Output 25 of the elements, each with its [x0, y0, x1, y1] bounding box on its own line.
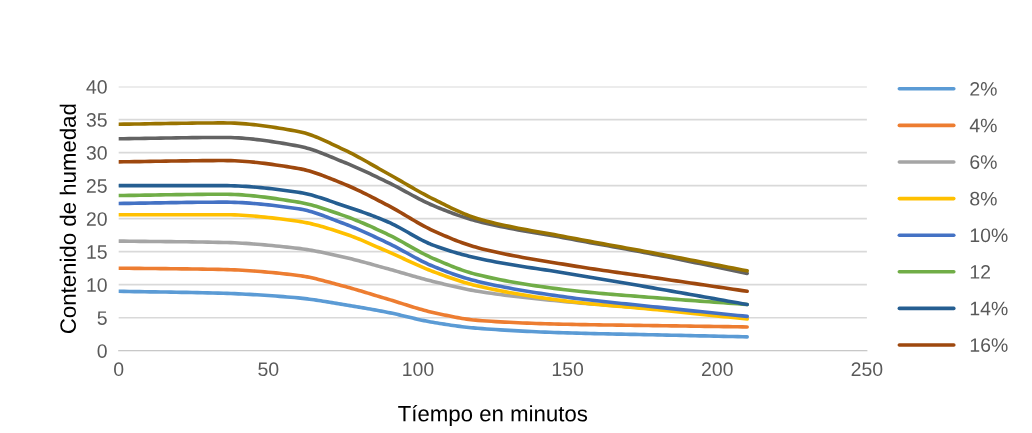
y-tick-label: 10 [87, 278, 107, 292]
y-axis-title: Contenido de humedad [59, 104, 76, 334]
y-tick-label: 0 [97, 344, 107, 358]
legend-label: 16% [970, 338, 1008, 352]
x-tick-label: 0 [114, 362, 124, 377]
legend-label: 14% [970, 301, 1008, 316]
y-tick-label: 5 [97, 311, 107, 325]
legend-label: 10% [970, 228, 1008, 243]
legend-label: 12 [970, 265, 990, 279]
legend-label: 6% [970, 155, 997, 169]
x-tick-label: 100 [403, 362, 434, 377]
y-tick-label: 15 [87, 245, 107, 259]
y-tick-label: 30 [86, 146, 107, 160]
y-tick-label: 35 [86, 113, 107, 127]
x-tick-label: 200 [702, 362, 733, 377]
legend-label: 4% [969, 118, 997, 133]
x-tick-label: 150 [552, 362, 584, 377]
x-tick-label: 50 [258, 362, 279, 377]
x-axis-title: Tíempo en minutos [398, 404, 588, 426]
legend-label: 8% [970, 191, 997, 206]
y-tick-label: 20 [86, 212, 107, 226]
y-tick-label: 40 [86, 80, 107, 94]
legend-label: 2% [970, 82, 997, 96]
y-tick-label: 25 [86, 179, 107, 193]
x-tick-label: 250 [851, 362, 883, 377]
